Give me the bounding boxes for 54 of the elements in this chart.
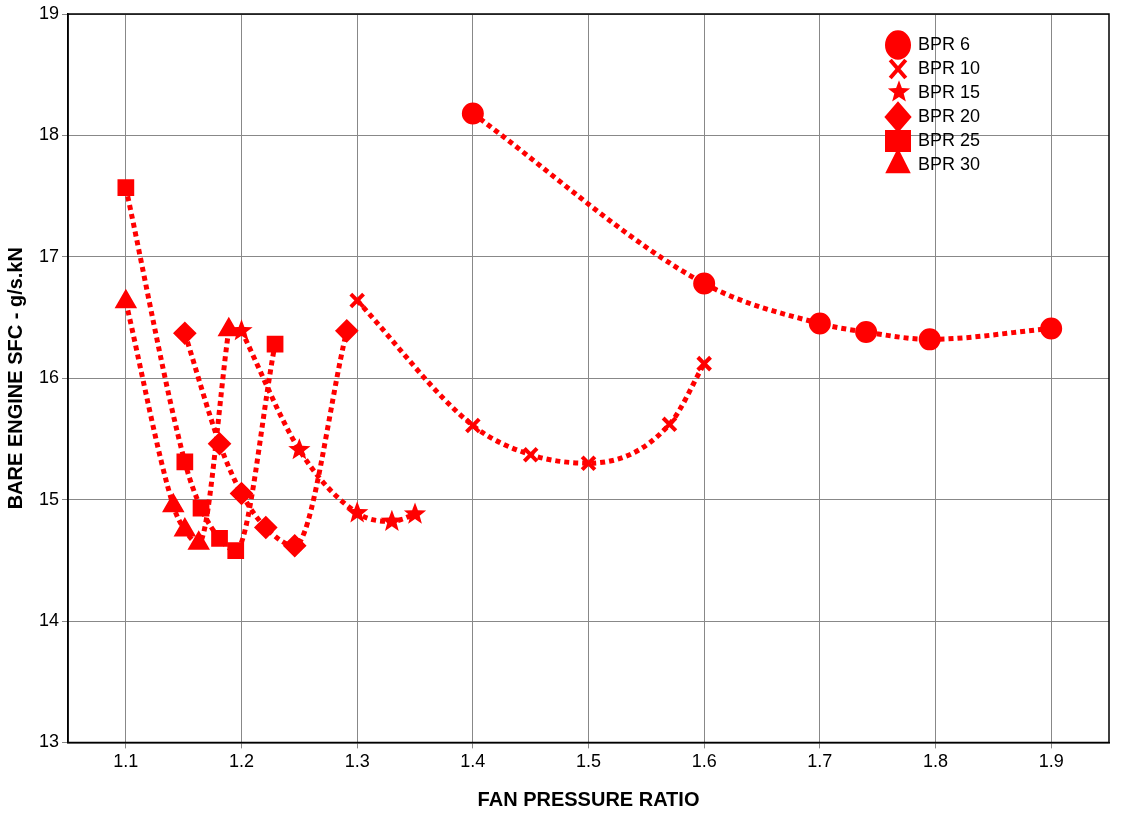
point [695, 355, 713, 372]
y-tick-label: 17 [38, 245, 60, 266]
point [380, 509, 404, 531]
x-tick-label: 1.3 [344, 751, 370, 772]
point [211, 530, 228, 547]
x-tick-label: 1.2 [229, 751, 255, 772]
y-tick-label: 14 [38, 609, 60, 630]
point [808, 312, 831, 335]
point [1040, 317, 1063, 340]
point [117, 179, 135, 196]
point [522, 446, 540, 464]
legend-label: BPR 25 [918, 129, 981, 150]
point [266, 335, 284, 353]
point [176, 453, 194, 471]
point [283, 534, 306, 557]
point [918, 328, 941, 351]
point [192, 499, 210, 517]
point [348, 292, 366, 309]
point [335, 319, 358, 342]
y-tick-label: 18 [38, 124, 60, 145]
legend-label: BPR 6 [918, 33, 971, 54]
y-tick-label: 15 [38, 488, 60, 509]
point [227, 542, 245, 559]
x-tick-label: 1.9 [1038, 751, 1064, 772]
x-tick-label: 1.7 [807, 751, 833, 772]
point [855, 321, 878, 344]
legend-label: BPR 30 [918, 153, 981, 174]
x-tick-label: 1.8 [922, 751, 949, 772]
point [403, 502, 427, 524]
legend-label: BPR 15 [918, 81, 981, 102]
x-tick-label: 1.1 [113, 751, 139, 772]
point [464, 417, 482, 434]
y-tick-label: 13 [38, 731, 60, 752]
point [254, 516, 277, 539]
point [461, 102, 484, 125]
point [580, 454, 597, 472]
point [175, 518, 195, 537]
point [230, 482, 253, 505]
point [693, 272, 716, 295]
x-tick-label: 1.6 [691, 751, 717, 772]
point [208, 432, 231, 455]
y-tick-label: 19 [38, 2, 60, 23]
x-tick-label: 1.4 [460, 751, 486, 772]
legend-label: BPR 10 [918, 57, 981, 78]
x-tick-label: 1.5 [576, 751, 602, 772]
y-tick-label: 16 [38, 367, 60, 388]
y-axis-title: BARE ENGINE SFC - g/s.kN [3, 247, 26, 510]
point [288, 438, 311, 460]
point [173, 322, 196, 345]
legend-label: BPR 20 [918, 105, 981, 126]
point [661, 415, 678, 433]
x-axis-title: FAN PRESSURE RATIO [477, 787, 700, 810]
point [346, 501, 369, 523]
point [188, 532, 209, 550]
